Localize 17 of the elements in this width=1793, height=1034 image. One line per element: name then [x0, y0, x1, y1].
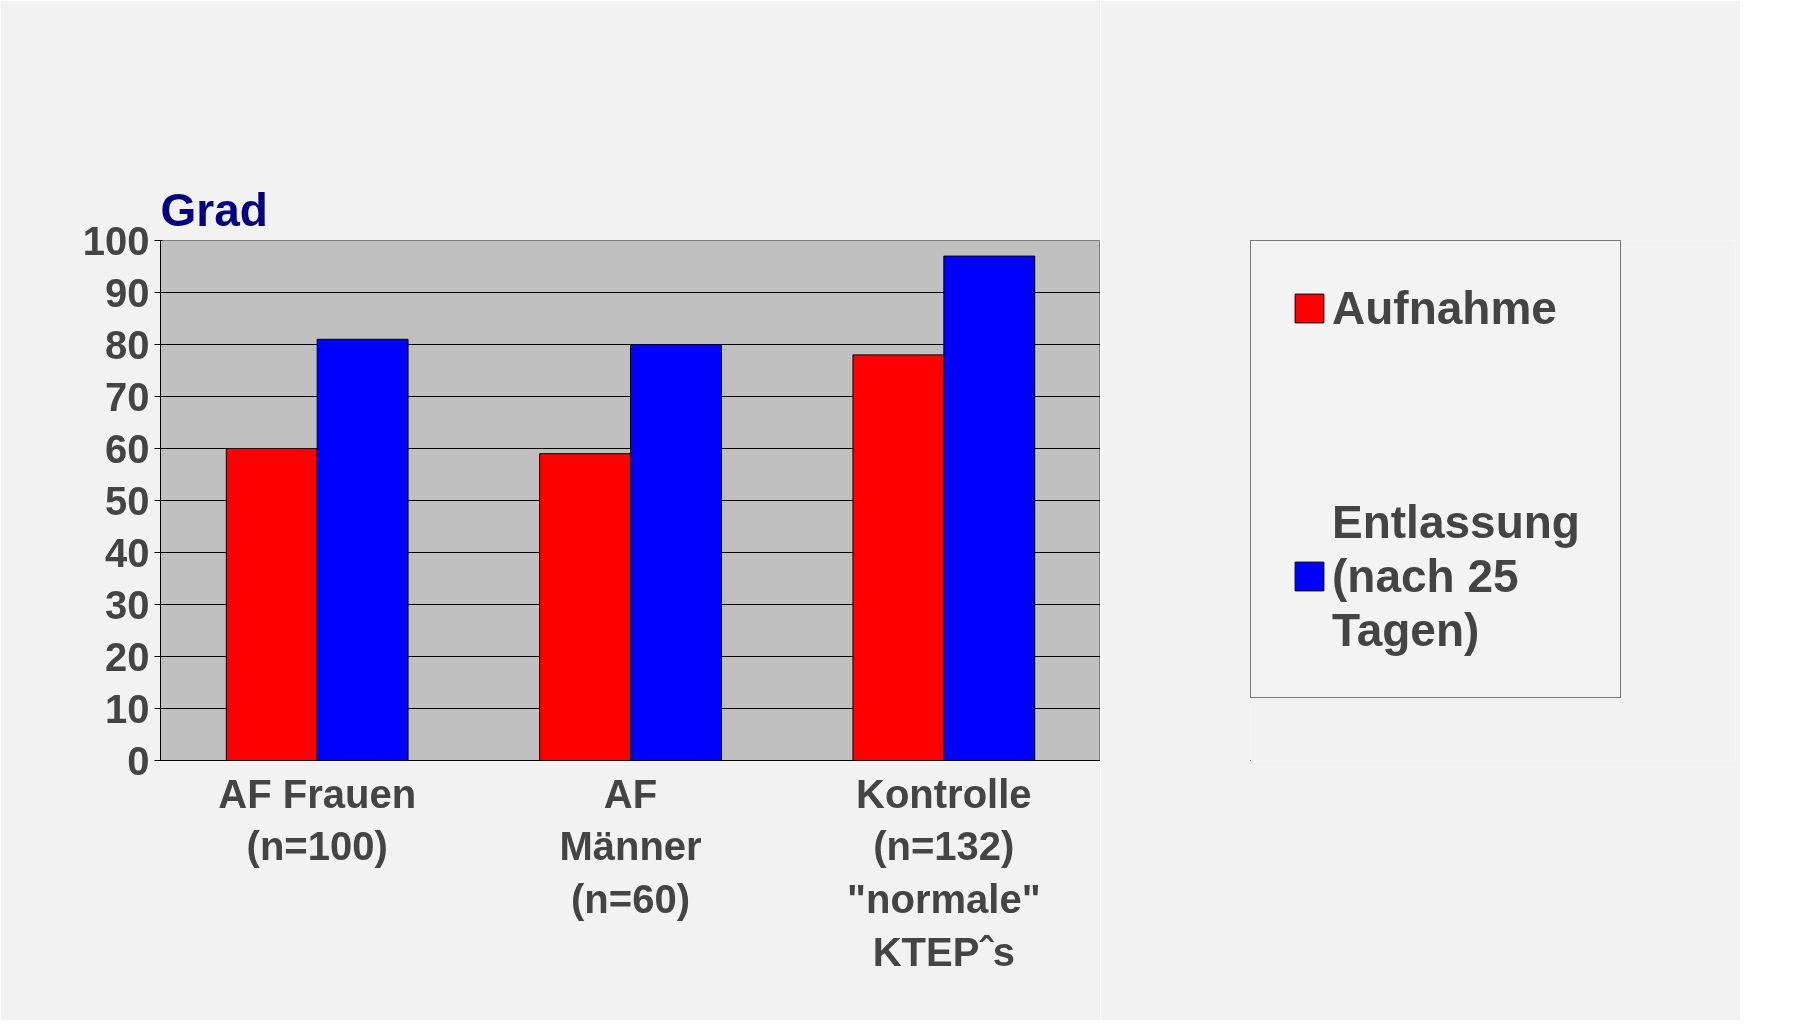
- y-tick-label: 100: [82, 218, 150, 263]
- y-tick-label: 60: [105, 426, 150, 471]
- chart-title: Grad: [160, 183, 268, 236]
- legend-label: Aufnahme: [1332, 281, 1557, 335]
- y-tick-label: 90: [105, 270, 150, 315]
- y-tick-label: 40: [105, 530, 150, 575]
- y-tick-label: 50: [105, 478, 150, 523]
- x-tick-label: AF Frauen (n=100): [218, 771, 417, 869]
- legend-label: Entlassung (nach 25 Tagen): [1332, 495, 1580, 657]
- y-tick-label: 70: [105, 374, 150, 419]
- y-tick-label: 0: [127, 738, 150, 783]
- x-tick-label: Kontrolle (n=132) "normale" KTEPˆs: [847, 771, 1041, 974]
- y-tick-label: 10: [105, 686, 150, 731]
- y-tick-label: 20: [105, 634, 150, 679]
- y-tick-label: 30: [105, 582, 150, 627]
- y-tick-label: 80: [105, 322, 150, 367]
- x-tick-label: AF Männer (n=60): [559, 771, 702, 922]
